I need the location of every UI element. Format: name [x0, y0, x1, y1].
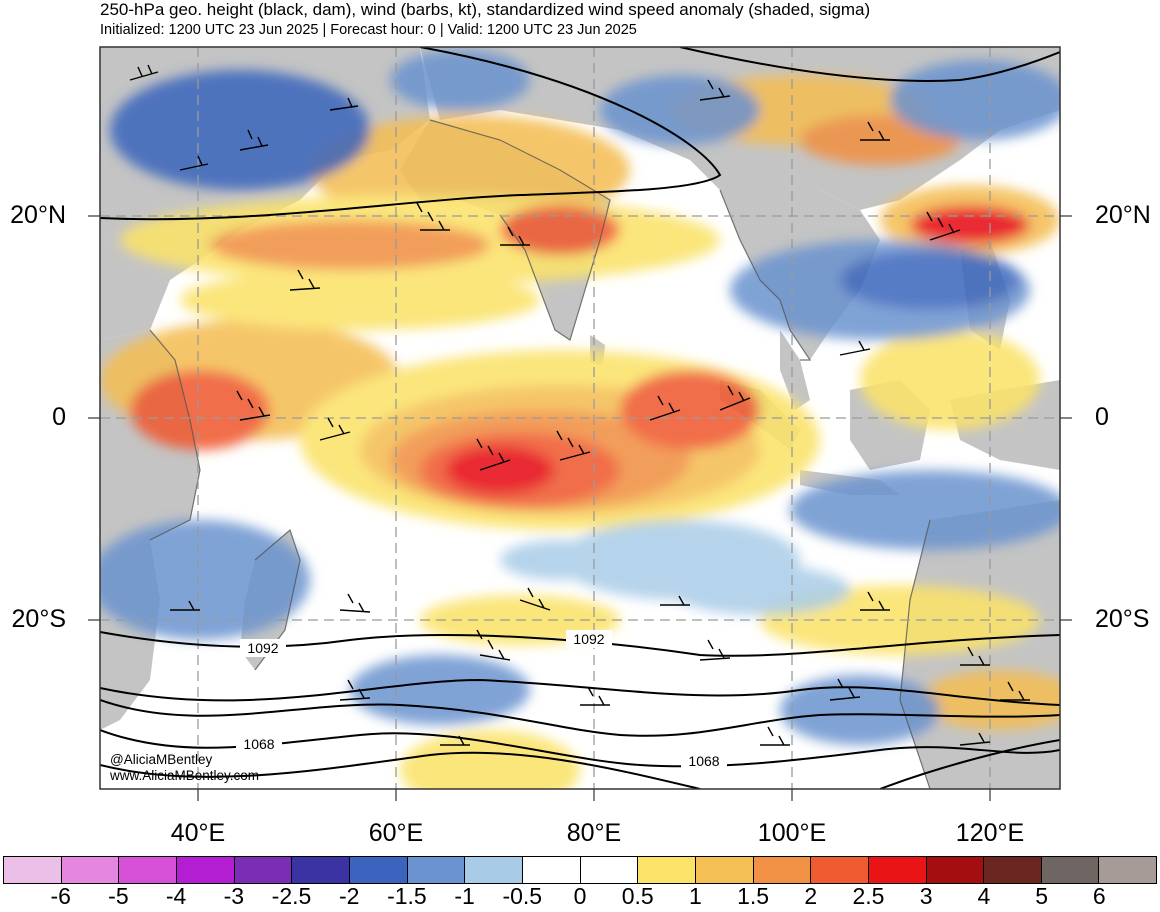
- shading-negative: [100, 50, 1060, 745]
- lon-label-80e: 80°E: [566, 819, 622, 847]
- colorbar-cell: [926, 857, 985, 883]
- colorbar-tick-label: 1.5: [737, 883, 770, 909]
- colorbar-tick-label: -6: [50, 883, 71, 909]
- lat-label-0-right: 0: [1095, 403, 1109, 431]
- contour-label: 1068: [688, 753, 719, 769]
- tick-marks: [88, 215, 1072, 801]
- colorbar-cell: [234, 857, 293, 883]
- land-malay: [780, 330, 810, 410]
- grid-lines: [100, 47, 1060, 789]
- colorbar-cell: [522, 857, 581, 883]
- wind-barbs: [129, 64, 1030, 746]
- colorbar-cell: [61, 857, 120, 883]
- colorbar-tick-label: 2.5: [852, 883, 885, 909]
- contour-label-group: 1092 1092 1068 1068: [236, 630, 727, 770]
- colorbar-tick-label: -0.5: [502, 883, 543, 909]
- colorbar-cell: [292, 857, 350, 883]
- colorbar-cell: [811, 857, 869, 883]
- colorbar-tick-label: -5: [108, 883, 129, 909]
- map-title: 250-hPa geo. height (black, dam), wind (…: [100, 0, 871, 19]
- shading-positive: [100, 75, 1060, 789]
- colorbar-cell: [984, 857, 1042, 883]
- colorbar-cell: [465, 857, 523, 883]
- colorbar-tick-label: 1: [688, 883, 702, 909]
- colorbar-cell: [753, 857, 812, 883]
- contour-label: 1068: [243, 736, 274, 752]
- lon-label-120e: 120°E: [955, 819, 1025, 847]
- lat-label-20n-left: 20°N: [10, 201, 66, 229]
- colorbar-tick-label: 3: [919, 883, 933, 909]
- lat-label-0-left: 0: [52, 403, 66, 431]
- contour-label: 1092: [247, 640, 278, 656]
- lat-label-20s-left: 20°S: [11, 605, 66, 633]
- credit-url: www.AliciaMBentley.com: [110, 768, 260, 783]
- colorbar-cell: [407, 857, 466, 883]
- colorbar-cell: [349, 857, 408, 883]
- colorbar-cell: [638, 857, 696, 883]
- colorbar-cell: [695, 857, 754, 883]
- colorbar-tick-label: -2: [338, 883, 360, 909]
- lat-label-20n-right: 20°N: [1095, 201, 1151, 229]
- colorbar-tick-label: 6: [1092, 883, 1106, 909]
- colorbar-cell: [176, 857, 235, 883]
- colorbar-tick-label: -4: [165, 883, 187, 909]
- lon-label-40e: 40°E: [170, 819, 226, 847]
- contour-label: 1092: [573, 631, 604, 647]
- colorbar-tick-label: -1: [454, 883, 475, 909]
- colorbar-cell: [580, 857, 639, 883]
- colorbar-tick-label: -2.5: [271, 883, 312, 909]
- lon-label-100e: 100°E: [757, 819, 827, 847]
- colorbar-tick-label: 5: [1035, 883, 1048, 909]
- colorbar-cell: [119, 857, 177, 883]
- colorbar-tick-label: 2: [804, 883, 818, 909]
- anomaly-shading: [100, 50, 1060, 789]
- colorbar-tick-label: 0.5: [621, 883, 654, 909]
- colorbar-tick-label: -1.5: [387, 883, 427, 909]
- colorbar-cell: [4, 857, 62, 883]
- map-subtitle: Initialized: 1200 UTC 23 Jun 2025 | Fore…: [100, 22, 637, 38]
- colorbar-tick-label: -3: [223, 883, 245, 909]
- colorbar-tick-label: 0: [573, 883, 587, 909]
- colorbar-cell: [1041, 857, 1100, 883]
- lat-label-20s-right: 20°S: [1095, 605, 1150, 633]
- colorbar-cell: [1099, 857, 1157, 883]
- colorbar-tick-label: 4: [977, 883, 991, 909]
- lon-label-60e: 60°E: [368, 819, 424, 847]
- credit-handle: @AliciaMBentley: [110, 752, 213, 767]
- colorbar-cell: [868, 857, 927, 883]
- colorbar: [3, 856, 1157, 884]
